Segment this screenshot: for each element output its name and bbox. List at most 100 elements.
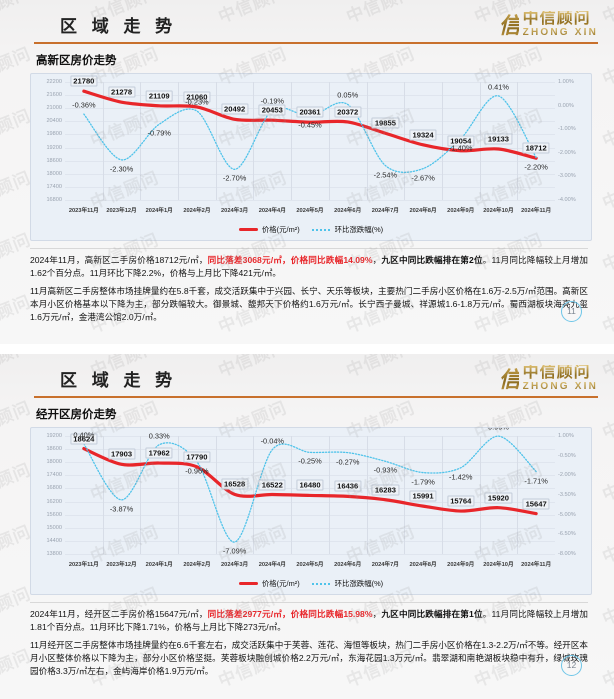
data-label-price: 15647 xyxy=(522,498,550,510)
page-header-2: 区 域 走 势 信 中信顾问 ZHONG XIN xyxy=(0,354,614,400)
x-axis-tick: 2024年10月 xyxy=(483,562,514,568)
x-axis-tick: 2024年11月 xyxy=(521,208,552,214)
commentary-block-1: 2024年11月，高新区二手房价格18712元/㎡，同比落差3068元/㎡，价格… xyxy=(30,248,588,324)
data-label-price: 21060 xyxy=(183,91,211,103)
data-label-price: 15764 xyxy=(447,495,475,507)
data-label-mom: 0.40% xyxy=(73,430,95,440)
legend-item-price: 价格(元/m²) xyxy=(238,578,300,589)
body-text: 2024年11月，高新区二手房价格18712元/㎡， xyxy=(30,255,208,265)
chart-column-divider xyxy=(140,82,142,200)
data-label-mom: -1.79% xyxy=(411,477,435,487)
y-axis-tick-left: 15600 xyxy=(46,511,62,518)
legend-line-dotted-icon xyxy=(311,582,331,585)
x-axis-tick: 2024年4月 xyxy=(258,562,286,568)
x-axis-tick: 2024年10月 xyxy=(483,208,514,214)
chart-gridline xyxy=(65,475,555,477)
watermark: 中信顾问 xyxy=(0,292,34,337)
data-label-price: 17903 xyxy=(107,448,136,460)
data-label-price: 19324 xyxy=(409,129,437,141)
x-axis-tick: 2024年11月 xyxy=(521,562,552,568)
legend-line-solid-icon xyxy=(238,228,258,231)
y-axis-tick-right: -2.00% xyxy=(558,149,576,156)
y-axis-tick-left: 15000 xyxy=(46,524,62,531)
y-axis-tick-right: 0.00% xyxy=(558,102,574,109)
y-axis-tick-left: 17400 xyxy=(46,183,62,190)
chart-column-divider xyxy=(215,82,217,200)
page-title-2: 区 域 走 势 xyxy=(60,371,178,390)
watermark: 中信顾问 xyxy=(599,522,614,567)
x-axis-tick: 2024年7月 xyxy=(371,208,399,214)
data-label-price: 21109 xyxy=(145,90,173,102)
watermark: 中信顾问 xyxy=(599,460,614,505)
y-axis-tick-right: -2.00% xyxy=(558,472,576,479)
chart-column-divider xyxy=(366,436,368,554)
watermark: 中信顾问 xyxy=(0,522,34,567)
logo-mark-icon: 信 xyxy=(499,362,521,394)
data-label-mom: -0.23% xyxy=(185,97,209,107)
x-axis-tick: 2024年1月 xyxy=(145,562,173,568)
watermark: 中信顾问 xyxy=(0,168,34,213)
data-label-mom: -1.40% xyxy=(449,143,473,153)
data-label-price: 15991 xyxy=(409,490,437,502)
data-label-price: 20492 xyxy=(221,103,249,115)
chart-legend-2: 价格(元/m²) 环比涨跌幅(%) xyxy=(31,578,591,589)
x-axis-tick: 2024年4月 xyxy=(258,208,286,214)
legend-item-price: 价格(元/m²) xyxy=(238,224,300,235)
chart-column-divider xyxy=(479,436,481,554)
data-label-mom: -0.45% xyxy=(298,120,322,130)
data-label-price: 20372 xyxy=(334,106,362,118)
chart-gridline xyxy=(65,134,555,136)
chart-gridline xyxy=(65,514,555,516)
data-label-price: 16522 xyxy=(258,479,286,491)
data-label-mom: -0.79% xyxy=(147,128,171,138)
watermark: 中信顾问 xyxy=(0,646,34,691)
chart-gridline xyxy=(65,449,555,451)
x-axis-tick: 2024年3月 xyxy=(221,208,249,214)
y-axis-tick-left: 16800 xyxy=(46,197,62,203)
x-axis-tick: 2024年5月 xyxy=(296,208,324,214)
y-axis-tick-right: 1.00% xyxy=(558,433,574,439)
y-axis-tick-right: 1.00% xyxy=(558,79,574,85)
chart-column-divider xyxy=(479,82,481,200)
x-axis-tick: 2023年12月 xyxy=(106,208,137,214)
x-axis-tick: 2024年7月 xyxy=(371,562,399,568)
y-axis-tick-left: 18600 xyxy=(46,157,62,164)
watermark: 中信顾问 xyxy=(599,168,614,213)
y-axis-tick-left: 19200 xyxy=(46,433,62,439)
data-label-price: 16283 xyxy=(371,484,399,496)
x-axis-tick: 2023年11月 xyxy=(68,562,99,568)
watermark: 中信顾问 xyxy=(0,230,34,275)
y-axis-tick-left: 17400 xyxy=(46,472,62,479)
legend-line-solid-icon xyxy=(238,582,258,585)
series-line-price xyxy=(82,446,538,516)
watermark: 中信顾问 xyxy=(599,230,614,275)
chart-gridline xyxy=(65,173,555,175)
chart-column-divider xyxy=(102,82,104,200)
logo-english-name: ZHONG XIN xyxy=(522,26,598,38)
data-label-mom: -2.20% xyxy=(524,162,548,172)
watermark: 中信顾问 xyxy=(0,460,34,505)
chart-gridline xyxy=(65,527,555,529)
y-axis-tick-left: 19800 xyxy=(46,131,62,138)
x-axis-tick: 2024年6月 xyxy=(334,562,362,568)
text-divider-2 xyxy=(30,602,588,603)
data-label-mom: -0.93% xyxy=(373,465,398,475)
report-page-2: 区 域 走 势 信 中信顾问 ZHONG XIN 经开区房价走势 19200 18… xyxy=(0,354,614,699)
chart-series-lines xyxy=(82,89,538,173)
emphasis-text: 九区中同比跌幅排在第2位 xyxy=(381,255,483,265)
x-axis-tick: 2024年2月 xyxy=(183,208,211,214)
data-label-mom: -1.42% xyxy=(449,472,473,482)
y-axis-tick-left: 18600 xyxy=(46,446,62,453)
chart-gridline xyxy=(65,200,555,201)
y-axis-tick-left: 16200 xyxy=(46,498,62,505)
x-axis-tick: 2024年9月 xyxy=(447,562,475,568)
legend-label-price: 价格(元/m²) xyxy=(261,225,300,234)
y-axis-tick-right: -8.00% xyxy=(558,551,576,557)
y-axis-tick-left: 21000 xyxy=(46,105,62,112)
data-label-mom: 0.33% xyxy=(148,431,170,441)
data-label-price: 21780 xyxy=(70,75,98,87)
y-axis-tick-right: -4.00% xyxy=(558,197,576,203)
data-label-price: 19133 xyxy=(484,133,513,145)
chart-legend-1: 价格(元/m²) 环比涨跌幅(%) xyxy=(31,224,591,235)
data-label-mom: -2.30% xyxy=(109,164,134,174)
